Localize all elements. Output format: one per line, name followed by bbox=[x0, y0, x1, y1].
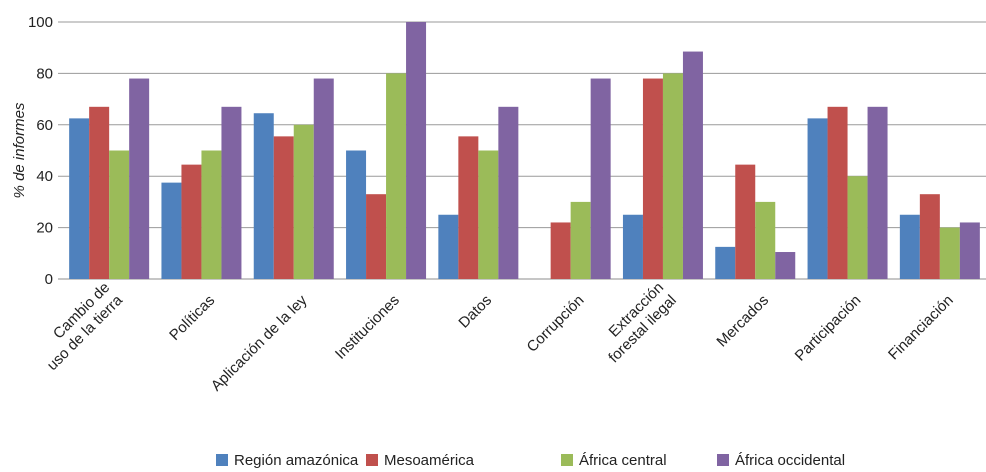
legend-swatch bbox=[366, 454, 378, 466]
bar bbox=[715, 246, 736, 279]
bar bbox=[129, 78, 150, 279]
x-axis-categories: Cambio deuso de la tierra PolíticasAplica… bbox=[31, 279, 957, 395]
x-category-label: Cambio deuso de la tierra bbox=[31, 279, 126, 374]
bar bbox=[827, 106, 848, 279]
bars bbox=[69, 22, 980, 280]
bar bbox=[438, 214, 459, 279]
bar bbox=[807, 118, 828, 279]
legend-item: Región amazónica bbox=[216, 449, 358, 471]
bar bbox=[201, 150, 222, 279]
x-category-label: Políticas bbox=[166, 292, 218, 344]
x-category-label: Corrupción bbox=[524, 292, 588, 356]
bar bbox=[406, 22, 427, 279]
legend-swatch bbox=[561, 454, 573, 466]
bar bbox=[590, 78, 611, 279]
y-tick-label: 20 bbox=[36, 220, 53, 237]
bar bbox=[498, 106, 519, 279]
y-tick-label: 40 bbox=[36, 168, 53, 185]
bar bbox=[735, 164, 756, 279]
bar bbox=[273, 136, 294, 279]
y-tick-label: 0 bbox=[45, 271, 53, 288]
y-tick-label: 100 bbox=[28, 14, 53, 31]
chart: 0 20 40 60 80 100 % de informes Cambio deuso … bbox=[11, 14, 986, 395]
x-category-label: Mercados bbox=[713, 292, 772, 351]
y-tick-label: 60 bbox=[36, 117, 53, 134]
legend-label: Región amazónica bbox=[234, 451, 359, 469]
bar bbox=[221, 106, 242, 279]
bar bbox=[642, 78, 663, 279]
x-category-label: Extracciónforestal ilegal bbox=[593, 279, 680, 366]
x-category-label: Aplicación de la ley bbox=[208, 291, 311, 394]
bar bbox=[313, 78, 334, 279]
bar bbox=[109, 150, 130, 279]
legend-label: África central bbox=[579, 451, 667, 469]
bar bbox=[919, 194, 940, 279]
bar bbox=[682, 51, 703, 280]
bar bbox=[755, 201, 776, 279]
bar bbox=[478, 150, 499, 279]
bar bbox=[867, 106, 888, 279]
y-tick-label: 80 bbox=[36, 65, 53, 82]
bar bbox=[253, 113, 274, 279]
x-category-label: Participación bbox=[792, 292, 865, 365]
legend-label: Mesoamérica bbox=[384, 451, 475, 469]
bar bbox=[899, 214, 920, 279]
bar bbox=[550, 222, 571, 279]
bar bbox=[775, 252, 796, 279]
bar bbox=[181, 164, 202, 279]
bar bbox=[293, 124, 314, 279]
legend-swatch bbox=[216, 454, 228, 466]
x-category-label: Datos bbox=[455, 292, 495, 332]
legend-swatch bbox=[717, 454, 729, 466]
legend: Región amazónica Mesoamérica África centra… bbox=[0, 449, 986, 471]
bar bbox=[161, 182, 182, 279]
legend-item: Mesoamérica bbox=[366, 449, 474, 471]
bar bbox=[89, 106, 110, 279]
legend-item: África central bbox=[561, 449, 667, 471]
bar bbox=[847, 176, 868, 279]
y-axis-ticks: 0 20 40 60 80 100 bbox=[28, 14, 53, 288]
bar bbox=[622, 214, 643, 279]
bar bbox=[69, 118, 90, 279]
bar bbox=[386, 73, 407, 280]
bar bbox=[458, 136, 479, 279]
x-category-label: Instituciones bbox=[332, 292, 403, 363]
bar bbox=[959, 222, 980, 279]
bar bbox=[939, 227, 960, 279]
bar bbox=[570, 201, 591, 279]
legend-item: África occidental bbox=[717, 449, 845, 471]
x-category-label: Financiación bbox=[885, 292, 957, 364]
legend-label: África occidental bbox=[735, 451, 846, 469]
bar bbox=[366, 194, 387, 279]
y-axis-label: % de informes bbox=[11, 102, 28, 198]
bar bbox=[346, 150, 367, 279]
bar bbox=[662, 73, 683, 280]
